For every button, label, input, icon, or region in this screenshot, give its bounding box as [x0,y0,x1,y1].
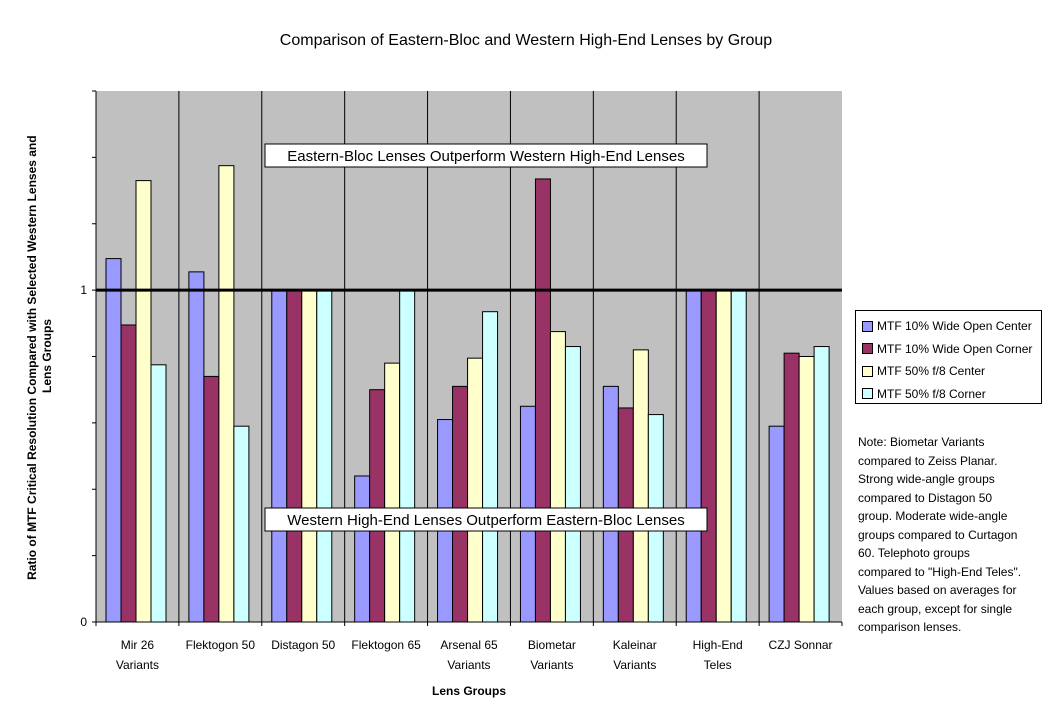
bar [203,375,220,623]
x-tick-label: Flektogon 65 [351,638,421,652]
legend-label: MTF 10% Wide Open Corner [877,341,1033,356]
bar [218,165,235,623]
tick-labels: 0 1 Mir 26 Variants Flektogon 50 Distagon 50 F… [80,283,832,672]
legend-item: MTF 10% Wide Open Center [862,315,1035,338]
legend-label: MTF 10% Wide Open Center [877,319,1032,334]
bar [482,311,499,623]
chart-title: Comparison of Eastern-Bloc and Western H… [280,32,773,49]
bar [399,289,416,623]
bar [715,289,732,623]
annotation-upper-text: Eastern-Bloc Lenses Outperform Western H… [287,148,684,165]
bar [534,178,551,623]
x-tick-label: Arsenal 65 [440,638,498,652]
y-axis-label: Ratio of MTF Critical Resolution Compare… [25,132,54,580]
x-tick-label: CZJ Sonnar [769,638,833,652]
bar [730,289,747,623]
bar [286,289,303,623]
bar [467,357,484,623]
x-tick-label: Mir 26 [121,638,155,652]
bar [301,289,318,623]
bar [354,475,371,623]
x-tick-label: High-End [693,638,743,652]
bar [316,289,333,623]
bar [188,271,205,623]
legend-swatch [862,365,873,377]
bar [632,349,649,623]
legend-label: MTF 50% f/8 Corner [877,386,986,401]
annotation-lower: Western High-End Lenses Outperform Easte… [264,507,708,532]
x-tick-label: Variants [447,658,490,672]
y-tick-label: 1 [80,283,87,297]
legend-swatch [862,343,873,355]
bar [150,364,167,623]
bar [813,346,830,623]
bar [602,385,619,623]
bar [549,331,566,623]
legend-swatch [862,388,873,400]
x-tick-label: Kaleinar [613,638,657,652]
y-tick-label: 0 [80,615,87,629]
legend-swatch [862,320,873,332]
bar [120,324,137,623]
x-tick-label: Teles [704,658,732,672]
x-tick-label: Variants [530,658,573,672]
axis-ticks [92,90,843,626]
bar-layer [105,165,830,623]
legend-item: MTF 50% f/8 Corner [862,383,1035,406]
bar [685,289,702,623]
bar [271,289,288,623]
x-tick-label: Flektogon 50 [186,638,256,652]
bar [768,425,785,623]
bar [233,425,250,623]
bar [700,289,717,623]
annotation-lower-text: Western High-End Lenses Outperform Easte… [287,512,684,529]
x-axis-label: Lens Groups [432,684,506,698]
legend-item: MTF 50% f/8 Center [862,360,1035,383]
x-tick-label: Variants [116,658,159,672]
bar [783,352,800,623]
bar [452,385,469,623]
bar [105,258,122,623]
legend-item: MTF 10% Wide Open Corner [862,338,1035,361]
category-separators [178,91,760,622]
x-tick-label: Variants [613,658,656,672]
bar [369,389,386,623]
x-tick-label: Distagon 50 [271,638,335,652]
x-tick-label: Biometar [528,638,576,652]
bar [564,346,581,623]
bar [135,180,152,623]
annotation-upper: Eastern-Bloc Lenses Outperform Western H… [264,143,708,168]
bar [798,356,815,623]
note-text: Note: Biometar Variants compared to Zeis… [858,435,1022,634]
legend: MTF 10% Wide Open Center MTF 10% Wide Ope… [855,310,1042,404]
bar [384,362,401,623]
legend-label: MTF 50% f/8 Center [877,364,986,379]
